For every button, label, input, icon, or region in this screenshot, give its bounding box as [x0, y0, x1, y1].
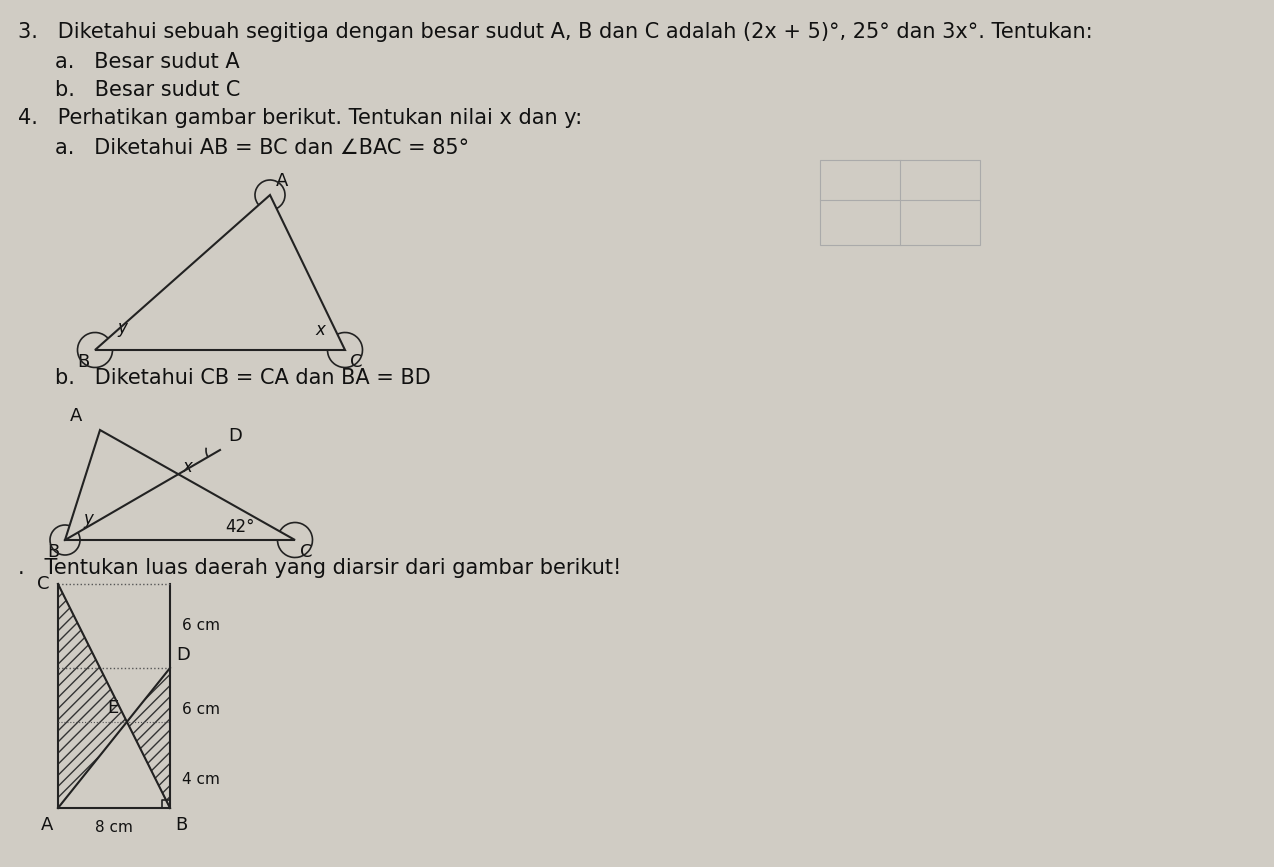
Text: A: A	[70, 407, 82, 425]
Text: D: D	[176, 646, 190, 664]
Text: y: y	[117, 319, 127, 337]
Text: C: C	[37, 575, 50, 593]
Text: y: y	[83, 510, 93, 528]
Text: 3.   Diketahui sebuah segitiga dengan besar sudut A, B dan C adalah (2x + 5)°, 2: 3. Diketahui sebuah segitiga dengan besa…	[18, 22, 1093, 42]
Text: A: A	[41, 816, 54, 834]
Text: D: D	[228, 427, 242, 445]
Text: E: E	[108, 699, 118, 717]
Text: B: B	[76, 353, 89, 371]
Text: C: C	[350, 353, 363, 371]
Text: 6 cm: 6 cm	[182, 618, 220, 634]
Text: A: A	[276, 172, 288, 190]
Text: a.   Besar sudut A: a. Besar sudut A	[55, 52, 240, 72]
Text: x: x	[182, 458, 192, 476]
Text: 42°: 42°	[225, 518, 255, 536]
Text: x: x	[315, 321, 325, 339]
Text: B: B	[47, 543, 60, 561]
Text: b.   Diketahui CB = CA dan BA = BD: b. Diketahui CB = CA dan BA = BD	[55, 368, 431, 388]
Text: b.   Besar sudut C: b. Besar sudut C	[55, 80, 241, 100]
Text: 6 cm: 6 cm	[182, 702, 220, 718]
Text: C: C	[299, 543, 312, 561]
Text: B: B	[175, 816, 187, 834]
Text: .   Tentukan luas daerah yang diarsir dari gambar berikut!: . Tentukan luas daerah yang diarsir dari…	[18, 558, 622, 578]
Text: 8 cm: 8 cm	[96, 820, 132, 835]
Text: a.   Diketahui AB = BC dan ∠BAC = 85°: a. Diketahui AB = BC dan ∠BAC = 85°	[55, 138, 469, 158]
Text: 4 cm: 4 cm	[182, 772, 220, 787]
Text: 4.   Perhatikan gambar berikut. Tentukan nilai x dan y:: 4. Perhatikan gambar berikut. Tentukan n…	[18, 108, 582, 128]
